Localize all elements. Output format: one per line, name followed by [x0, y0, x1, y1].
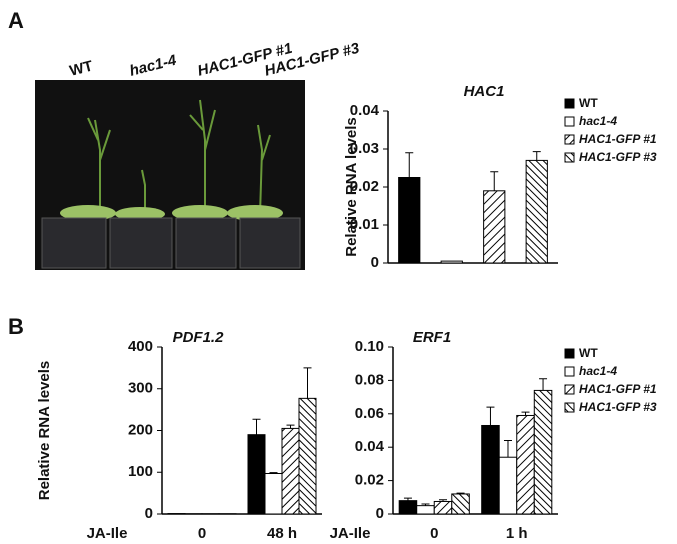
- y-tick-label: 0.01: [350, 216, 379, 233]
- y-tick-label: 0.02: [355, 472, 384, 489]
- y-tick-label: 400: [128, 338, 153, 355]
- bar: [433, 500, 453, 515]
- y-axis-label: Relative RNA levels: [343, 117, 360, 257]
- y-tick-label: 200: [128, 421, 153, 438]
- y-tick-label: 100: [128, 463, 153, 480]
- x-tick-label: 1 h: [506, 525, 528, 542]
- error-bar: [539, 378, 548, 391]
- error-bar: [269, 472, 278, 474]
- y-tick-label: 0.02: [350, 178, 379, 195]
- y-tick-label: 300: [128, 380, 153, 397]
- error-bar: [503, 440, 512, 458]
- error-bar: [456, 492, 465, 494]
- legend-label: HAC1-GFP #3: [579, 400, 657, 414]
- error-bar: [421, 503, 430, 506]
- legend-swatch: [564, 384, 575, 395]
- panel-label: A: [8, 8, 24, 33]
- legend-label: hac1-4: [579, 114, 617, 128]
- plant-photo: [35, 80, 305, 270]
- legend-label: WT: [579, 96, 598, 110]
- bar: [264, 473, 283, 515]
- bar: [525, 159, 548, 264]
- legend-swatch: [564, 98, 575, 109]
- chart-title: ERF1: [413, 329, 451, 346]
- error-bar: [439, 499, 448, 502]
- y-tick-label: 0: [145, 505, 153, 522]
- legend-label: hac1-4: [579, 364, 617, 378]
- bar: [440, 260, 463, 264]
- legend-swatch: [564, 134, 575, 145]
- error-bar: [532, 151, 541, 161]
- y-tick-label: 0.06: [355, 405, 384, 422]
- legend-label: HAC1-GFP #1: [579, 382, 657, 396]
- bar: [451, 493, 470, 515]
- legend-swatch: [564, 348, 575, 359]
- bar: [416, 505, 435, 515]
- error-bar: [403, 497, 412, 501]
- legend-label: WT: [579, 346, 598, 360]
- bar: [281, 427, 300, 515]
- y-tick-label: 0: [371, 254, 379, 271]
- y-tick-label: 0.04: [355, 438, 385, 455]
- bar: [498, 456, 518, 515]
- error-bar: [490, 171, 499, 191]
- bar: [483, 190, 506, 264]
- error-bar: [252, 418, 261, 435]
- bar: [398, 500, 418, 515]
- error-bar: [303, 367, 312, 399]
- x-tick-label: 0: [430, 525, 438, 542]
- y-axis-label: Relative RNA levels: [36, 361, 53, 501]
- x-tick-label: 48 h: [267, 525, 297, 542]
- y-tick-label: 0.03: [350, 140, 379, 157]
- bar: [516, 414, 535, 515]
- y-tick-label: 0.08: [355, 371, 384, 388]
- bar: [533, 389, 553, 515]
- chart-title: HAC1: [464, 83, 505, 100]
- error-bar: [286, 424, 295, 429]
- legend-swatch: [564, 366, 575, 377]
- y-tick-label: 0.04: [350, 102, 380, 119]
- photo-label: WT: [68, 58, 95, 80]
- legend-swatch: [564, 152, 575, 163]
- legend-swatch: [564, 116, 575, 127]
- bar: [298, 397, 317, 515]
- legend-label: HAC1-GFP #1: [579, 132, 657, 146]
- chart-title: PDF1.2: [173, 329, 225, 346]
- legend-swatch: [564, 402, 575, 413]
- photo-label: hac1-4: [128, 52, 179, 80]
- bar: [398, 177, 421, 264]
- error-bar: [521, 411, 530, 416]
- y-tick-label: 0: [376, 505, 384, 522]
- bar: [247, 434, 266, 515]
- x-axis-label: JA-Ile: [87, 525, 128, 542]
- x-axis-label: JA-Ile: [330, 525, 371, 542]
- bar: [481, 424, 500, 515]
- y-tick-label: 0.10: [355, 338, 384, 355]
- legend-label: HAC1-GFP #3: [579, 150, 657, 164]
- error-bar: [405, 152, 414, 178]
- panel-label: B: [8, 314, 24, 339]
- x-tick-label: 0: [198, 525, 206, 542]
- error-bar: [486, 406, 495, 426]
